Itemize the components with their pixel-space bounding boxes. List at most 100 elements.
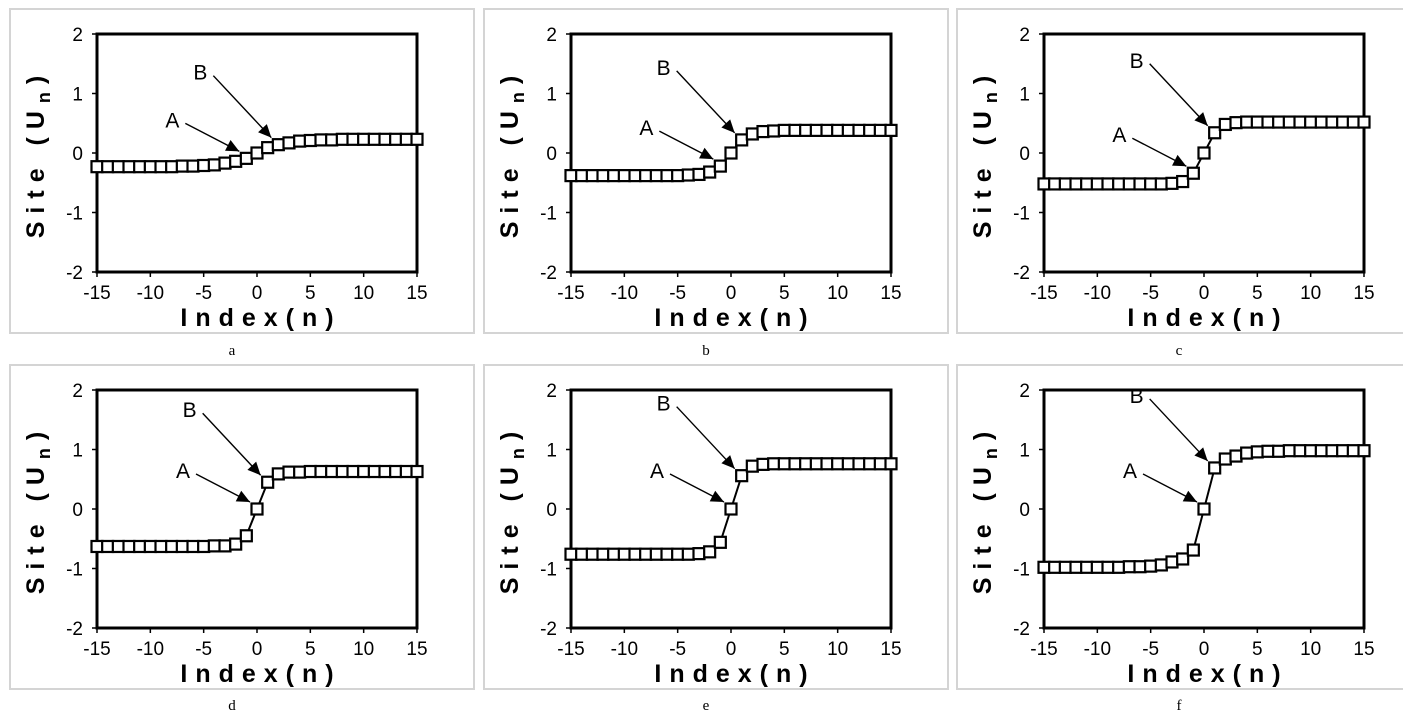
annotation-arrow-head xyxy=(235,490,250,502)
x-tick-label: 10 xyxy=(1300,283,1321,304)
y-axis-title: Site (Un) xyxy=(969,68,1001,239)
x-axis-title: Index(n) xyxy=(1127,660,1288,688)
data-point xyxy=(1154,177,1168,191)
caption-e: e xyxy=(702,698,710,714)
data-point xyxy=(207,158,221,172)
annotation-label-b: B xyxy=(183,399,197,422)
data-point xyxy=(1357,444,1371,458)
chart-panel-e: -15 -10 -5 0 5 10 15 -2 -1 0 1 2 Index(n) Site (Un) A B xyxy=(483,364,949,690)
data-point xyxy=(1314,115,1328,129)
x-tick-label: 5 xyxy=(305,639,316,660)
data-point xyxy=(564,169,578,183)
data-point xyxy=(261,141,275,155)
x-axis-title: Index(n) xyxy=(654,660,815,688)
data-point xyxy=(1090,560,1104,574)
data-point xyxy=(346,132,360,146)
y-axis-title: Site (Un) xyxy=(22,68,54,239)
data-point xyxy=(1122,560,1136,574)
x-tick-label: -10 xyxy=(611,639,638,660)
x-tick-label: 15 xyxy=(880,283,901,304)
caption-c: c xyxy=(1175,343,1183,359)
data-point xyxy=(585,169,599,183)
data-point xyxy=(639,547,653,561)
data-point xyxy=(1112,560,1126,574)
annotation-arrow-head xyxy=(1172,154,1187,167)
annotation-arrow-head xyxy=(225,140,240,152)
data-point xyxy=(1208,126,1222,140)
data-point xyxy=(1272,444,1286,458)
y-tick-label: -1 xyxy=(540,204,557,225)
data-point xyxy=(756,124,770,139)
data-point xyxy=(261,475,275,489)
x-tick-label: -5 xyxy=(195,639,212,660)
x-axis-title: Index(n) xyxy=(180,304,341,332)
data-point xyxy=(207,539,221,553)
data-point xyxy=(777,457,791,471)
data-point xyxy=(1048,177,1062,191)
data-point xyxy=(575,169,589,183)
data-point xyxy=(692,167,706,182)
data-point xyxy=(143,160,157,174)
x-tick-label: 10 xyxy=(827,283,848,304)
data-point xyxy=(1208,461,1222,475)
annotation-arrow-head xyxy=(247,461,261,476)
data-point xyxy=(735,133,749,147)
data-point xyxy=(186,159,200,173)
data-point xyxy=(820,123,834,137)
data-point xyxy=(671,547,685,561)
y-tick-label: 1 xyxy=(72,441,83,462)
data-point xyxy=(1122,177,1136,191)
data-point xyxy=(133,160,147,174)
data-point xyxy=(357,132,371,146)
data-point xyxy=(303,133,317,148)
data-point xyxy=(1346,115,1360,129)
data-point xyxy=(1272,115,1286,129)
data-point xyxy=(1176,174,1190,189)
data-point xyxy=(799,123,813,137)
data-point xyxy=(229,154,243,168)
data-point xyxy=(1314,444,1328,458)
data-point xyxy=(293,134,307,148)
data-point xyxy=(1037,177,1051,191)
data-point xyxy=(90,539,104,554)
data-point xyxy=(617,547,631,561)
data-point xyxy=(1186,543,1200,557)
y-tick-label: -1 xyxy=(66,560,83,581)
annotation-label-a: A xyxy=(639,117,653,140)
data-point xyxy=(1069,177,1083,191)
data-point xyxy=(745,459,759,473)
y-tick-label: -1 xyxy=(66,204,83,225)
x-tick-label: -5 xyxy=(1142,283,1159,304)
data-point xyxy=(1165,176,1179,190)
x-tick-label: -15 xyxy=(83,283,110,304)
data-point xyxy=(197,158,211,173)
data-point xyxy=(1218,452,1232,466)
x-tick-label: 0 xyxy=(726,283,737,304)
caption-a: a xyxy=(228,343,236,359)
y-tick-label: 2 xyxy=(72,25,83,46)
data-point xyxy=(1080,177,1094,191)
data-point xyxy=(1282,444,1296,458)
data-point xyxy=(1165,555,1179,569)
x-tick-label: 0 xyxy=(1199,639,1210,660)
data-point xyxy=(756,457,770,471)
x-axis-title: Index(n) xyxy=(654,304,815,332)
data-point xyxy=(745,127,759,141)
x-tick-label: 0 xyxy=(1199,283,1210,304)
y-tick-label: 0 xyxy=(1019,144,1030,165)
annotation-arrow-head xyxy=(1194,447,1208,461)
y-tick-label: 1 xyxy=(1019,85,1030,106)
y-tick-label: 2 xyxy=(546,25,557,46)
data-point xyxy=(346,464,360,479)
y-tick-label: -2 xyxy=(66,263,83,284)
data-point xyxy=(1336,444,1350,458)
data-point xyxy=(111,160,125,174)
x-tick-label: 10 xyxy=(353,639,374,660)
y-tick-label: -2 xyxy=(66,619,83,640)
data-point xyxy=(884,123,898,137)
x-tick-label: 15 xyxy=(1353,283,1374,304)
data-point xyxy=(1101,177,1115,191)
